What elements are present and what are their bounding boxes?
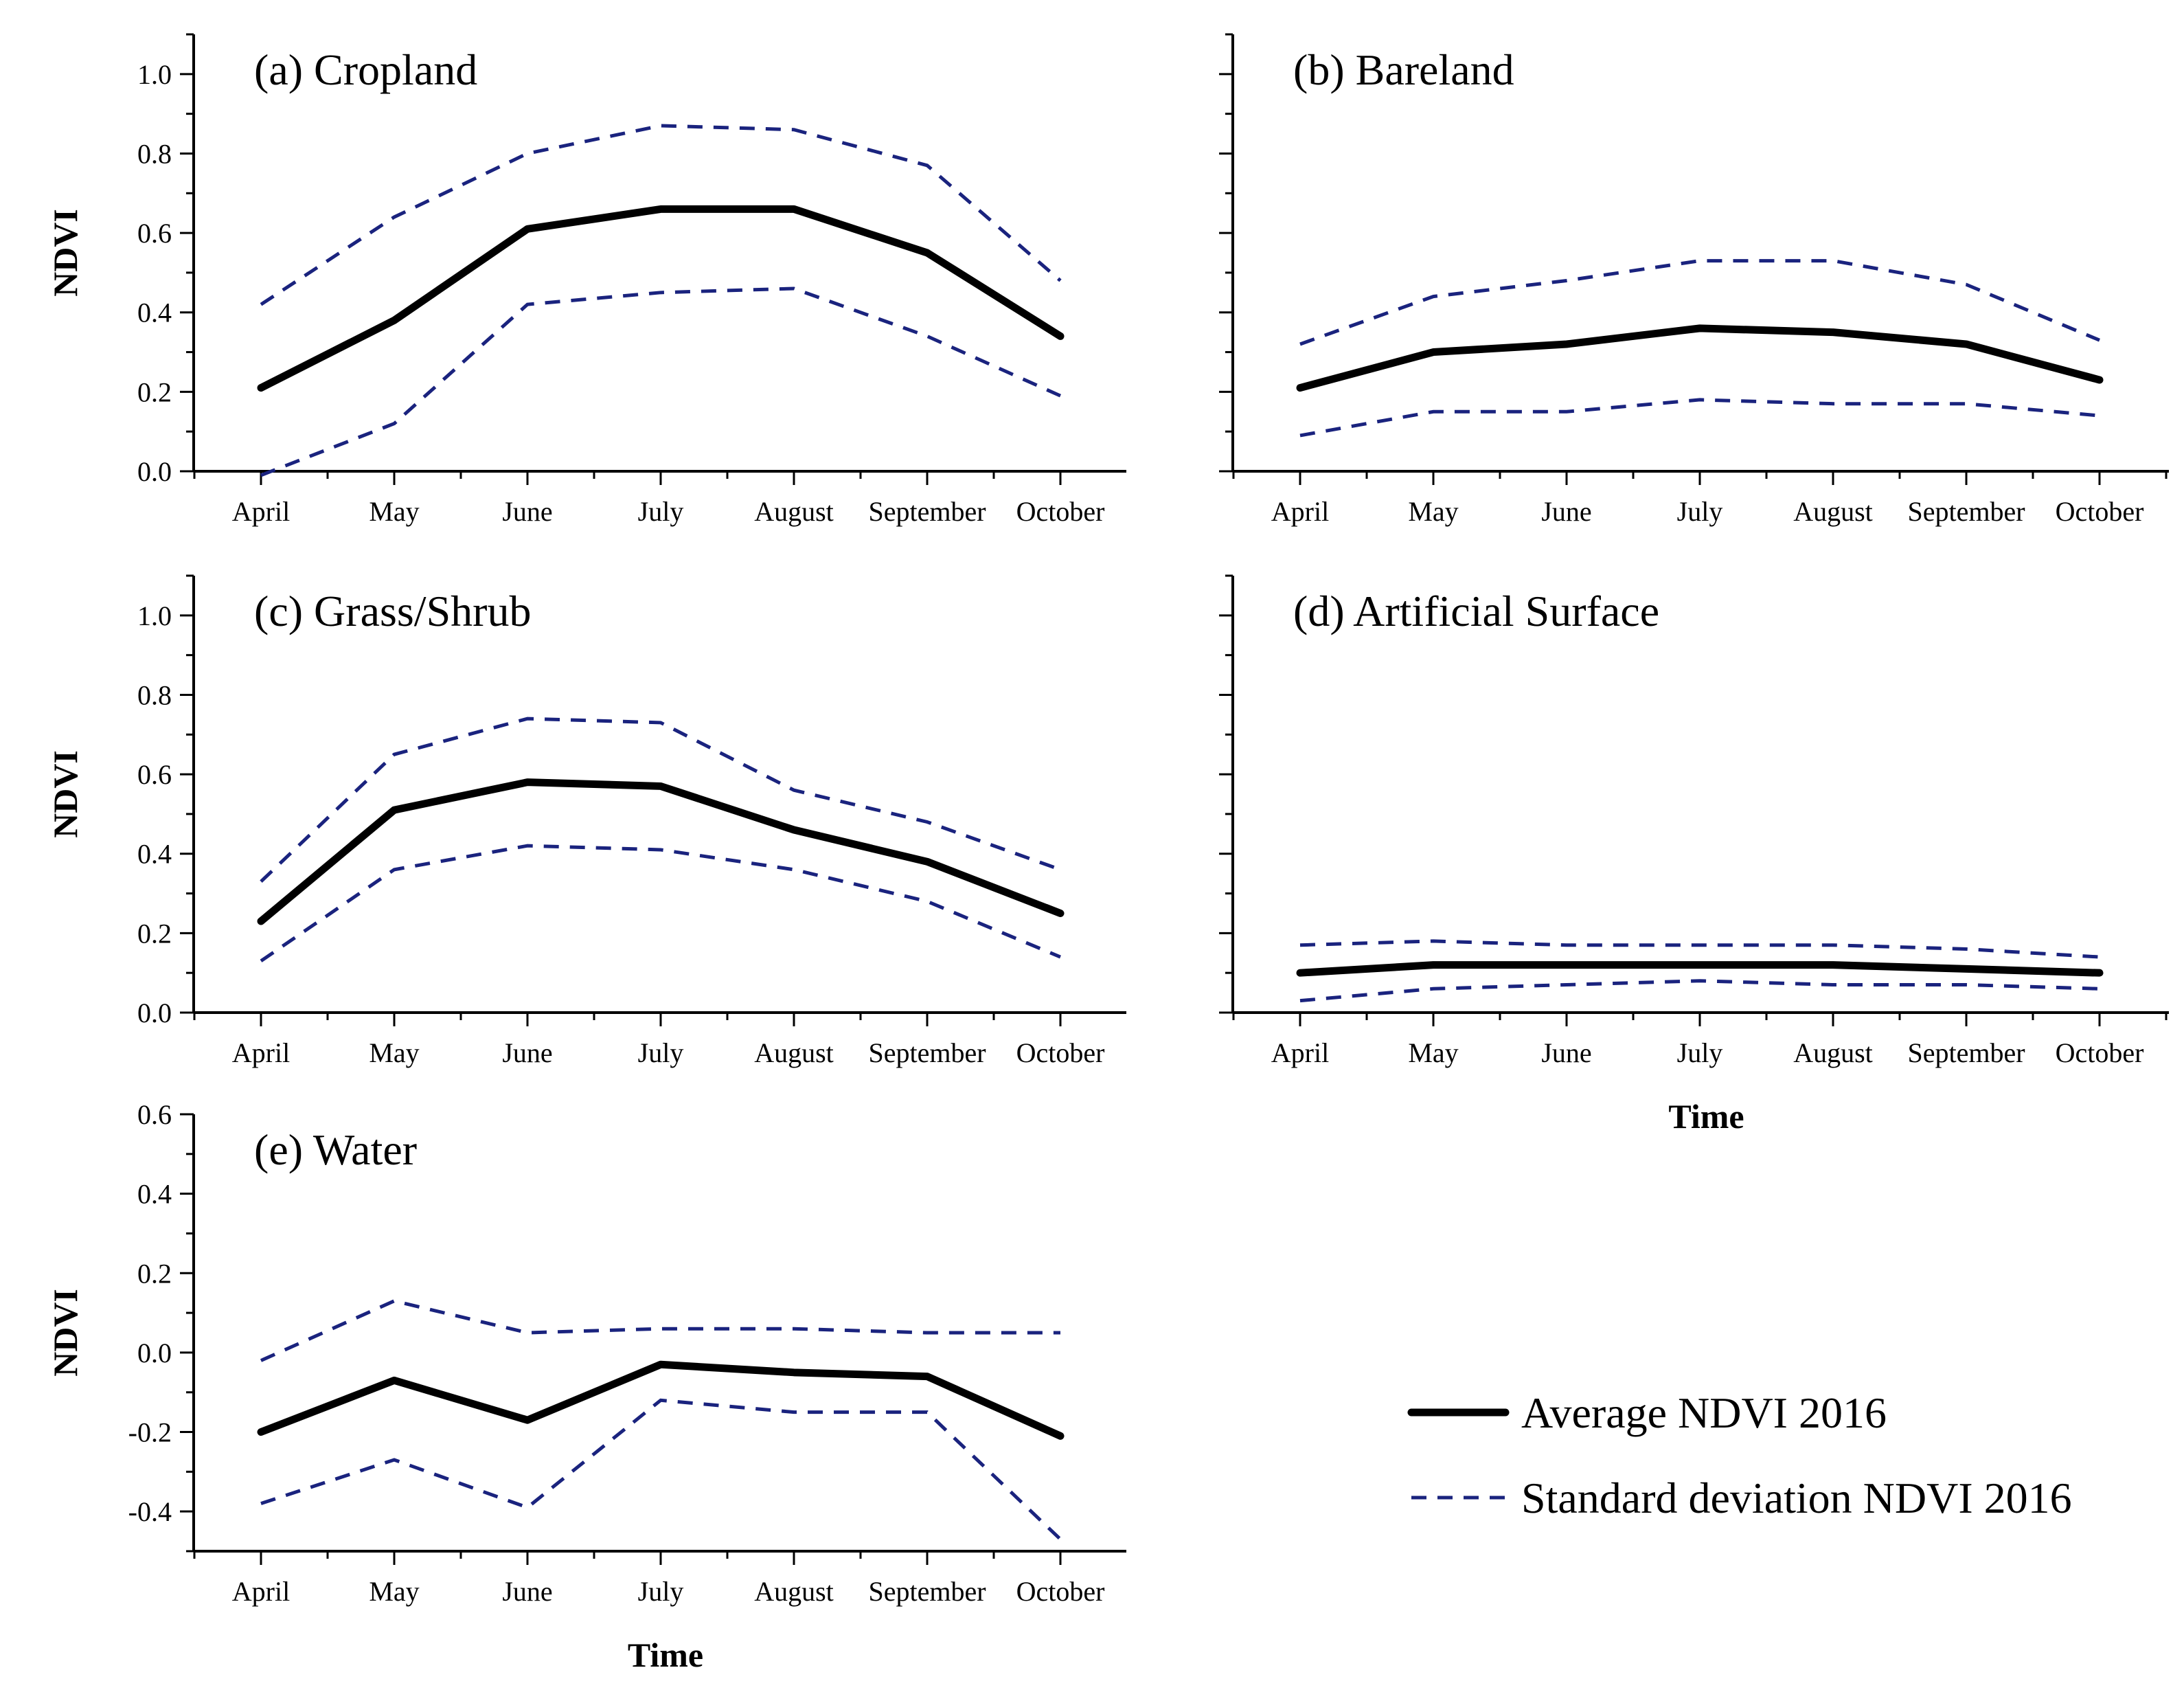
x-tick-label: October: [1016, 1576, 1105, 1607]
series-average-line: [1296, 324, 2104, 392]
y-tick-label: 0.4: [137, 1179, 172, 1210]
y-tick-label: 0.8: [137, 679, 172, 710]
series-sd-line: [260, 1398, 1062, 1541]
panel-c: 0.0 0.2 0.4 0.6 0.8 1.0 April May June July August…: [46, 574, 1126, 1068]
x-tick-label: June: [502, 1037, 552, 1068]
panel-a: 0.0 0.2 0.4 0.6 0.8 1.0 April May June July August…: [46, 33, 1126, 527]
legend: Average NDVI 2016 Standard deviation NDV…: [1407, 1388, 2072, 1522]
panel-b: April May June July August September October (b…: [1219, 33, 2169, 527]
series-sd-line: [260, 286, 1062, 477]
x-tick-label: August: [754, 1576, 834, 1607]
x-tick-label: May: [369, 1037, 419, 1068]
x-tick-label: April: [232, 1576, 290, 1607]
panel-d: April May June July August September October (d…: [1219, 574, 2169, 1136]
x-tick-label: April: [232, 496, 290, 527]
x-tick-label: October: [1016, 496, 1105, 527]
x-tick-label: May: [1408, 1037, 1458, 1068]
x-tick-label: September: [868, 496, 986, 527]
series-sd-line: [1299, 259, 2100, 346]
x-tick-label: August: [754, 496, 834, 527]
y-tick-label: 0.2: [137, 1258, 172, 1289]
x-tick-label: April: [1271, 496, 1329, 527]
x-tick-label: September: [1907, 1037, 2025, 1068]
x-tick-label: May: [369, 496, 419, 527]
panel-title: (b) Bareland: [1293, 45, 1514, 94]
y-tick-label: 0.2: [137, 376, 172, 407]
panel-e: -0.4 -0.2 0.0 0.2 0.4 0.6 April May June July Augu…: [46, 1099, 1126, 1674]
y-tick-label: 1.0: [137, 600, 172, 631]
y-tick-label: 0.8: [137, 138, 172, 169]
x-tick-label: October: [2056, 496, 2144, 527]
series-sd-line: [260, 717, 1061, 883]
x-tick-label: July: [638, 1037, 684, 1068]
x-tick-label: October: [2056, 1037, 2144, 1068]
x-tick-label: July: [638, 496, 684, 527]
x-tick-label: August: [1793, 1037, 1873, 1068]
series-sd-line: [260, 124, 1062, 306]
x-axis-title: Time: [628, 1636, 703, 1674]
y-axis-title: NDVI: [46, 1289, 84, 1377]
x-tick-label: July: [1677, 1037, 1723, 1068]
y-tick-label: 1.0: [137, 59, 172, 90]
y-tick-label: 0.0: [137, 456, 172, 487]
legend-sd-label: Standard deviation NDVI 2016: [1521, 1474, 2072, 1522]
y-tick-label: -0.2: [128, 1417, 172, 1448]
y-tick-label: 0.6: [137, 759, 172, 790]
series-sd-line: [1299, 979, 2100, 1003]
y-tick-label: -0.4: [128, 1496, 172, 1527]
x-axis-title: Time: [1668, 1097, 1744, 1136]
x-tick-label: June: [502, 1576, 552, 1607]
x-tick-label: September: [1907, 496, 2025, 527]
y-tick-label: 0.6: [137, 218, 172, 249]
x-tick-label: June: [502, 496, 552, 527]
series-average-line: [257, 1360, 1065, 1440]
x-tick-label: August: [1793, 496, 1873, 527]
x-tick-label: April: [1271, 1037, 1329, 1068]
x-tick-label: June: [1541, 1037, 1591, 1068]
y-tick-label: 0.2: [137, 918, 172, 949]
x-tick-label: August: [754, 1037, 834, 1068]
x-tick-label: June: [1541, 496, 1591, 527]
y-tick-label: 0.4: [137, 839, 172, 870]
x-tick-label: May: [1408, 496, 1458, 527]
y-tick-label: 0.0: [137, 1338, 172, 1368]
panel-title: (a) Cropland: [254, 45, 477, 94]
x-tick-label: September: [868, 1037, 986, 1068]
series-sd-line: [260, 1299, 1060, 1362]
y-tick-label: 0.4: [137, 297, 172, 328]
series-sd-line: [1299, 398, 2100, 438]
legend-average-label: Average NDVI 2016: [1521, 1388, 1887, 1437]
x-tick-label: September: [868, 1576, 986, 1607]
y-tick-label: 0.6: [137, 1099, 172, 1130]
series-average-line: [257, 205, 1065, 392]
series-average-line: [257, 778, 1065, 925]
y-axis-title: NDVI: [46, 750, 84, 838]
panel-title: (c) Grass/Shrub: [254, 587, 531, 635]
x-tick-label: October: [1016, 1037, 1105, 1068]
chart-panels: 0.0 0.2 0.4 0.6 0.8 1.0 April May June July August…: [46, 33, 2169, 1674]
series-sd-line: [260, 844, 1061, 962]
panel-title: (e) Water: [254, 1125, 417, 1174]
y-axis-title: NDVI: [46, 209, 84, 297]
panel-title: (d) Artificial Surface: [1293, 587, 1659, 635]
series-sd-line: [1299, 939, 2100, 959]
x-tick-label: May: [369, 1576, 419, 1607]
y-tick-label: 0.0: [137, 997, 172, 1028]
x-tick-label: July: [1677, 496, 1723, 527]
x-tick-label: July: [638, 1576, 684, 1607]
series-average-line: [1296, 961, 2104, 977]
x-tick-label: April: [232, 1037, 290, 1068]
